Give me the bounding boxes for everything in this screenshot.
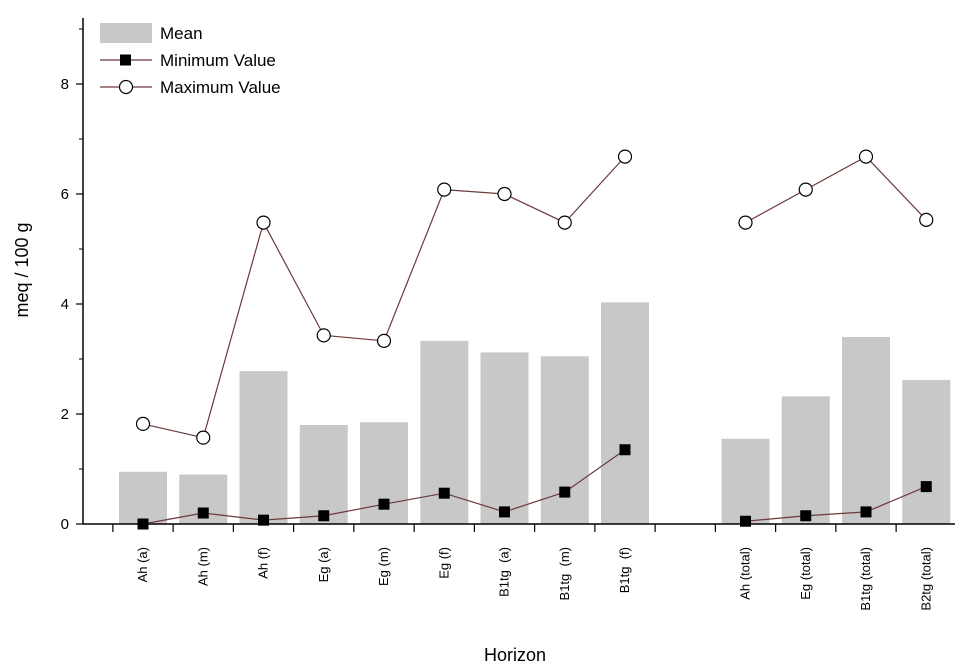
lines-layer (135, 149, 934, 530)
bar-mean-7 (540, 356, 589, 524)
x-category-label: B1tg (f) (617, 547, 632, 593)
legend-label: Mean (160, 24, 203, 43)
y-tick-label: 4 (61, 296, 69, 313)
marker-minimum-7 (559, 486, 571, 498)
marker-minimum-12 (860, 506, 872, 518)
marker-maximum-6 (497, 186, 512, 202)
x-category-label: Eg (f) (436, 547, 451, 579)
x-category-label: Ah (total) (738, 547, 753, 600)
marker-maximum-12 (858, 149, 874, 164)
marker-maximum-3 (316, 328, 331, 343)
bar-mean-10 (721, 438, 770, 524)
legend-marker-minimum (120, 54, 131, 66)
marker-minimum-5 (438, 487, 450, 499)
x-category-label: B1tg (m) (557, 547, 572, 600)
x-category-label: B2tg (total) (918, 547, 933, 611)
legend-swatch-mean (100, 23, 152, 43)
x-category-label: Eg (a) (316, 547, 331, 582)
marker-maximum-1 (196, 430, 211, 445)
x-axis-title: Horizon (484, 645, 546, 665)
x-category-label: Ah (m) (195, 547, 210, 586)
marker-minimum-8 (619, 444, 631, 456)
marker-minimum-3 (318, 510, 330, 522)
y-tick-label: 0 (61, 516, 69, 533)
bar-mean-6 (480, 352, 529, 524)
marker-minimum-2 (258, 514, 269, 526)
y-tick-label: 6 (61, 186, 69, 203)
bar-mean-12 (842, 337, 890, 524)
marker-minimum-4 (378, 498, 390, 510)
marker-maximum-13 (919, 212, 934, 227)
marker-minimum-13 (920, 481, 932, 493)
marker-minimum-1 (197, 507, 209, 519)
bar-mean-0 (119, 471, 167, 524)
legend-label: Minimum Value (160, 51, 276, 70)
x-category-label: B1tg (total) (858, 547, 873, 611)
legend: Mean Minimum Value Maximum Value (100, 23, 281, 97)
marker-maximum-10 (738, 215, 753, 230)
marker-maximum-5 (437, 182, 452, 197)
bar-mean-2 (239, 371, 288, 524)
marker-maximum-7 (557, 215, 572, 230)
bar-mean-13 (902, 379, 951, 524)
y-tick-label: 2 (61, 406, 69, 423)
x-category-label: Ah (a) (135, 547, 150, 582)
line-maximum-value-1 (745, 155, 927, 224)
bar-mean-3 (299, 425, 348, 524)
marker-minimum-0 (137, 518, 149, 530)
marker-maximum-0 (135, 416, 151, 431)
legend-marker-maximum (118, 79, 134, 95)
x-category-label: Eg (m) (376, 547, 391, 586)
y-tick-label: 8 (61, 76, 69, 93)
axes-layer (76, 18, 955, 532)
bar-mean-11 (781, 396, 830, 524)
marker-maximum-4 (376, 333, 392, 348)
marker-maximum-2 (256, 215, 271, 230)
x-category-label: Ah (f) (256, 547, 271, 579)
legend-label: Maximum Value (160, 78, 281, 97)
tick-labels-layer: 0 2 4 6 8 Ah (a) Ah (m) Ah (f) Eg (a) Eg (m) Eg (f… (61, 76, 934, 611)
marker-maximum-11 (798, 182, 813, 197)
marker-minimum-11 (800, 510, 812, 522)
x-category-label: B1tg (a) (497, 547, 512, 597)
y-axis-title: meq / 100 g (12, 222, 32, 317)
marker-minimum-6 (499, 506, 510, 518)
bars-layer (119, 302, 951, 524)
bar-mean-8 (601, 302, 649, 524)
line-minimum-value-1 (745, 486, 927, 522)
x-category-label: Eg (total) (798, 547, 813, 600)
marker-maximum-8 (617, 149, 633, 164)
marker-minimum-10 (740, 515, 751, 527)
